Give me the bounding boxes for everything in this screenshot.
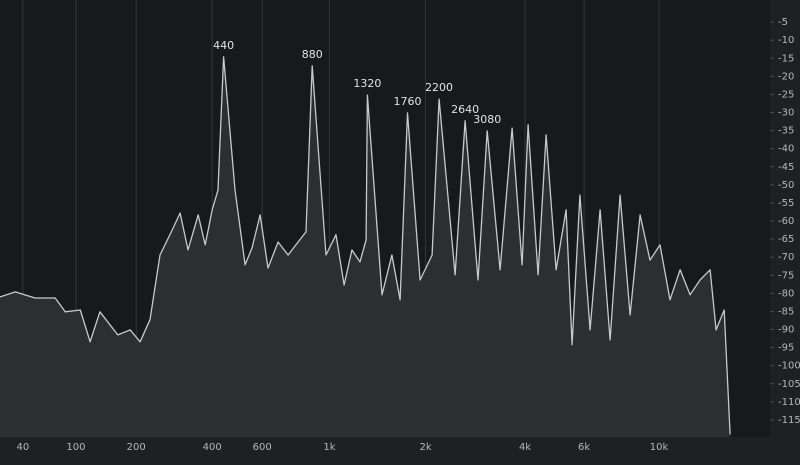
spectrum-line: [0, 56, 731, 435]
spectrum-area: [0, 56, 731, 439]
y-tick-label: -30: [778, 108, 794, 119]
peak-label: 3080: [473, 113, 501, 126]
x-tick-label: 10k: [650, 442, 669, 453]
x-tick-label: 6k: [578, 442, 590, 453]
x-axis-strip: [0, 437, 800, 465]
peak-label: 1320: [353, 77, 381, 90]
y-tick-label: -50: [778, 180, 794, 191]
y-tick-label: -5: [778, 17, 788, 28]
x-tick-label: 200: [127, 442, 146, 453]
y-tick-label: -100: [778, 361, 800, 372]
x-tick-label: 100: [66, 442, 85, 453]
y-tick-label: -20: [778, 71, 794, 82]
x-tick-label: 400: [203, 442, 222, 453]
peak-label: 2200: [425, 81, 453, 94]
y-tick-label: -85: [778, 306, 794, 317]
y-tick-label: -40: [778, 144, 794, 155]
axes: 40 100 200 400 600 1k 2k 4k 6k 10k -5 -10 -15 -20 -25 -…: [17, 17, 800, 453]
peak-label: 1760: [394, 95, 422, 108]
y-tick-label: -105: [778, 379, 800, 390]
y-tick-label: -70: [778, 252, 794, 263]
x-tick-label: 4k: [519, 442, 531, 453]
y-axis-strip: [770, 0, 800, 437]
x-tick-label: 2k: [419, 442, 431, 453]
peak-label: 880: [302, 48, 323, 61]
y-tick-label: -45: [778, 162, 794, 173]
y-tick-label: -90: [778, 325, 794, 336]
y-tick-label: -55: [778, 198, 794, 209]
y-tick-label: -60: [778, 216, 794, 227]
y-tick-label: -95: [778, 343, 794, 354]
y-tick-label: -10: [778, 35, 794, 46]
y-tick-label: -35: [778, 126, 794, 137]
y-tick-label: -75: [778, 270, 794, 281]
peak-label: 440: [213, 39, 234, 52]
y-tick-label: -80: [778, 288, 794, 299]
x-tick-label: 40: [17, 442, 30, 453]
y-tick-label: -115: [778, 415, 800, 426]
peak-label: 2640: [451, 103, 479, 116]
x-tick-label: 1k: [323, 442, 335, 453]
y-tick-label: -110: [778, 397, 800, 408]
y-tick-label: -65: [778, 234, 794, 245]
y-tick-label: -15: [778, 53, 794, 64]
y-tick-label: -25: [778, 89, 794, 100]
x-tick-label: 600: [253, 442, 272, 453]
